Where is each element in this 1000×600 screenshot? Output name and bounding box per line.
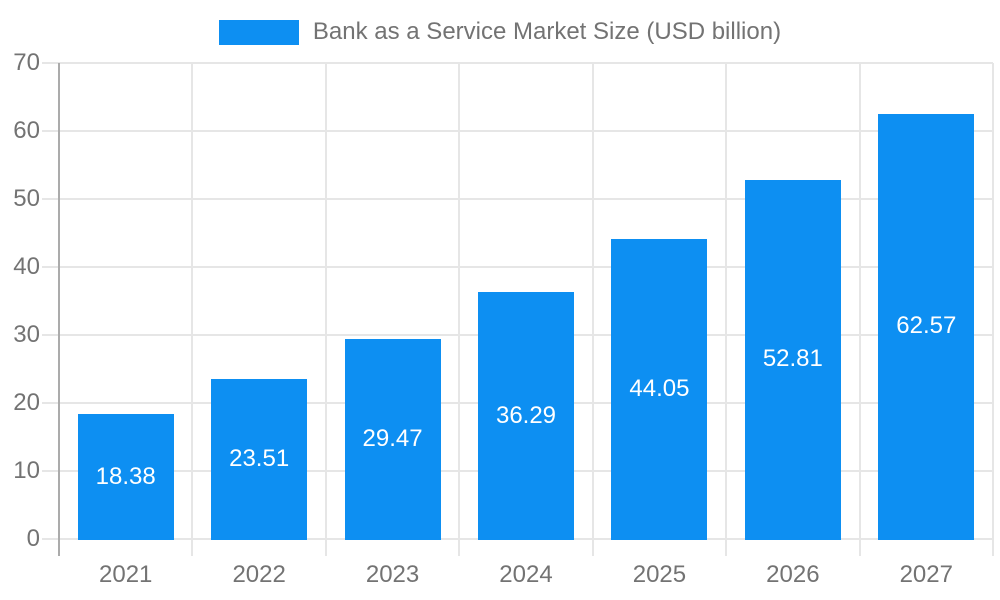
bar: [344, 338, 441, 540]
x-tick-label: 2023: [365, 561, 420, 588]
y-tick-label: 30: [13, 321, 40, 348]
x-tick-label: 2025: [632, 561, 687, 588]
bar: [878, 113, 975, 540]
y-grid-line: [42, 62, 993, 64]
x-tick-label: 2026: [766, 561, 820, 588]
y-axis-line: [58, 63, 60, 556]
x-grid-line: [591, 63, 594, 556]
bar: [77, 414, 174, 540]
bar: [211, 379, 308, 540]
y-tick-label: 60: [13, 117, 40, 144]
y-tick-label: 70: [13, 49, 40, 76]
y-tick-label: 0: [26, 525, 40, 552]
legend-swatch: [218, 19, 299, 45]
x-grid-line: [725, 63, 728, 556]
y-grid-line: [42, 266, 993, 268]
bar-value-label: 52.81: [762, 345, 823, 373]
bar-value-label: 29.47: [362, 424, 423, 452]
y-grid-line: [42, 198, 993, 200]
bar: [478, 292, 574, 540]
x-tick-label: 2021: [99, 561, 153, 588]
bar-value-label: 36.29: [495, 401, 557, 429]
y-grid-line: [42, 130, 993, 132]
legend-label: Bank as a Service Market Size (USD billi…: [312, 18, 782, 45]
bar: [744, 179, 841, 540]
bar-value-label: 18.38: [95, 462, 156, 490]
x-grid-line: [458, 63, 461, 556]
y-tick-label: 20: [13, 389, 40, 416]
y-tick-label: 10: [13, 457, 40, 484]
x-grid-line: [324, 63, 327, 556]
x-grid-line: [858, 63, 861, 556]
x-grid-line: [191, 63, 194, 556]
x-grid-line: [992, 63, 994, 556]
y-tick-label: 40: [13, 253, 40, 280]
bar-value-label: 62.57: [896, 312, 957, 340]
bar-value-label: 44.05: [629, 375, 690, 403]
bar: [611, 239, 708, 540]
y-tick-label: 50: [13, 185, 40, 212]
bar-value-label: 23.51: [229, 445, 290, 473]
x-tick-label: 2022: [232, 561, 286, 588]
x-tick-label: 2027: [899, 561, 953, 588]
x-tick-label: 2024: [499, 561, 553, 588]
legend: Bank as a Service Market Size (USD billi…: [0, 19, 1000, 45]
